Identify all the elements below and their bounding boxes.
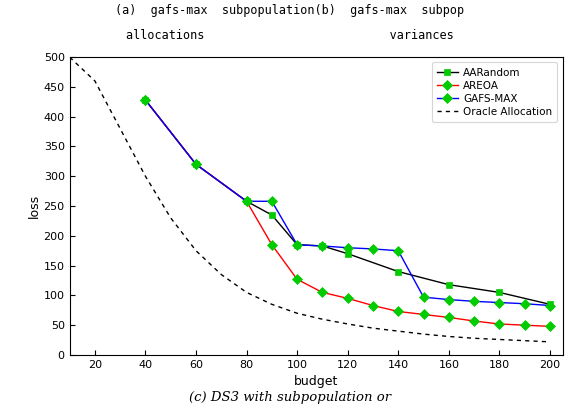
Oracle Allocation	[521, 338, 528, 343]
Oracle Allocation	[369, 326, 376, 330]
AREOA	[243, 199, 250, 204]
Text: allocations                          variances: allocations variances	[126, 29, 454, 42]
GAFS-MAX	[470, 299, 477, 304]
Text: (a)  gafs-max  subpopulation(b)  gafs-max  subpop: (a) gafs-max subpopulation(b) gafs-max s…	[115, 4, 465, 17]
Line: GAFS-MAX: GAFS-MAX	[142, 97, 553, 309]
GAFS-MAX	[193, 162, 200, 167]
AARandom	[319, 244, 326, 248]
AARandom	[344, 251, 351, 256]
GAFS-MAX	[319, 244, 326, 248]
AREOA	[193, 162, 200, 167]
AREOA	[521, 323, 528, 328]
Oracle Allocation	[92, 78, 99, 83]
Oracle Allocation	[243, 290, 250, 295]
AARandom	[193, 162, 200, 167]
Oracle Allocation	[470, 336, 477, 341]
Oracle Allocation	[293, 311, 300, 316]
Line: Oracle Allocation: Oracle Allocation	[70, 57, 550, 342]
AREOA	[269, 242, 276, 247]
Oracle Allocation	[496, 337, 503, 342]
GAFS-MAX	[521, 301, 528, 306]
Oracle Allocation	[269, 302, 276, 307]
GAFS-MAX	[344, 245, 351, 250]
AREOA	[420, 312, 427, 317]
Oracle Allocation	[66, 55, 73, 60]
Oracle Allocation	[142, 174, 149, 179]
Line: AREOA: AREOA	[142, 97, 553, 330]
AREOA	[293, 277, 300, 282]
Y-axis label: loss: loss	[28, 194, 41, 218]
GAFS-MAX	[420, 295, 427, 299]
AARandom	[269, 213, 276, 217]
Oracle Allocation	[344, 322, 351, 326]
Oracle Allocation	[193, 248, 200, 253]
GAFS-MAX	[269, 199, 276, 204]
AARandom	[445, 282, 452, 287]
Oracle Allocation	[395, 329, 402, 334]
Oracle Allocation	[445, 334, 452, 339]
AREOA	[546, 324, 553, 329]
GAFS-MAX	[395, 248, 402, 253]
AARandom	[395, 269, 402, 274]
AARandom	[142, 98, 149, 102]
Line: AARandom: AARandom	[142, 97, 553, 308]
GAFS-MAX	[496, 300, 503, 305]
GAFS-MAX	[243, 199, 250, 204]
AREOA	[395, 309, 402, 314]
Oracle Allocation	[420, 332, 427, 337]
GAFS-MAX	[293, 242, 300, 247]
Oracle Allocation	[319, 317, 326, 322]
AARandom	[243, 199, 250, 204]
AREOA	[319, 290, 326, 295]
AREOA	[344, 296, 351, 301]
X-axis label: budget: budget	[294, 375, 338, 388]
Oracle Allocation	[546, 339, 553, 344]
GAFS-MAX	[142, 98, 149, 102]
AREOA	[142, 98, 149, 102]
AREOA	[470, 319, 477, 324]
Oracle Allocation	[167, 215, 174, 220]
AARandom	[546, 302, 553, 307]
AREOA	[445, 315, 452, 320]
Text: (c) DS3 with subpopulation or: (c) DS3 with subpopulation or	[189, 391, 391, 404]
Legend: AARandom, AREOA, GAFS-MAX, Oracle Allocation: AARandom, AREOA, GAFS-MAX, Oracle Alloca…	[432, 62, 557, 122]
GAFS-MAX	[445, 297, 452, 302]
AARandom	[496, 290, 503, 295]
GAFS-MAX	[369, 246, 376, 251]
GAFS-MAX	[546, 303, 553, 308]
AREOA	[496, 322, 503, 326]
Oracle Allocation	[218, 272, 225, 277]
AREOA	[369, 303, 376, 308]
Oracle Allocation	[117, 126, 124, 131]
AARandom	[293, 242, 300, 247]
